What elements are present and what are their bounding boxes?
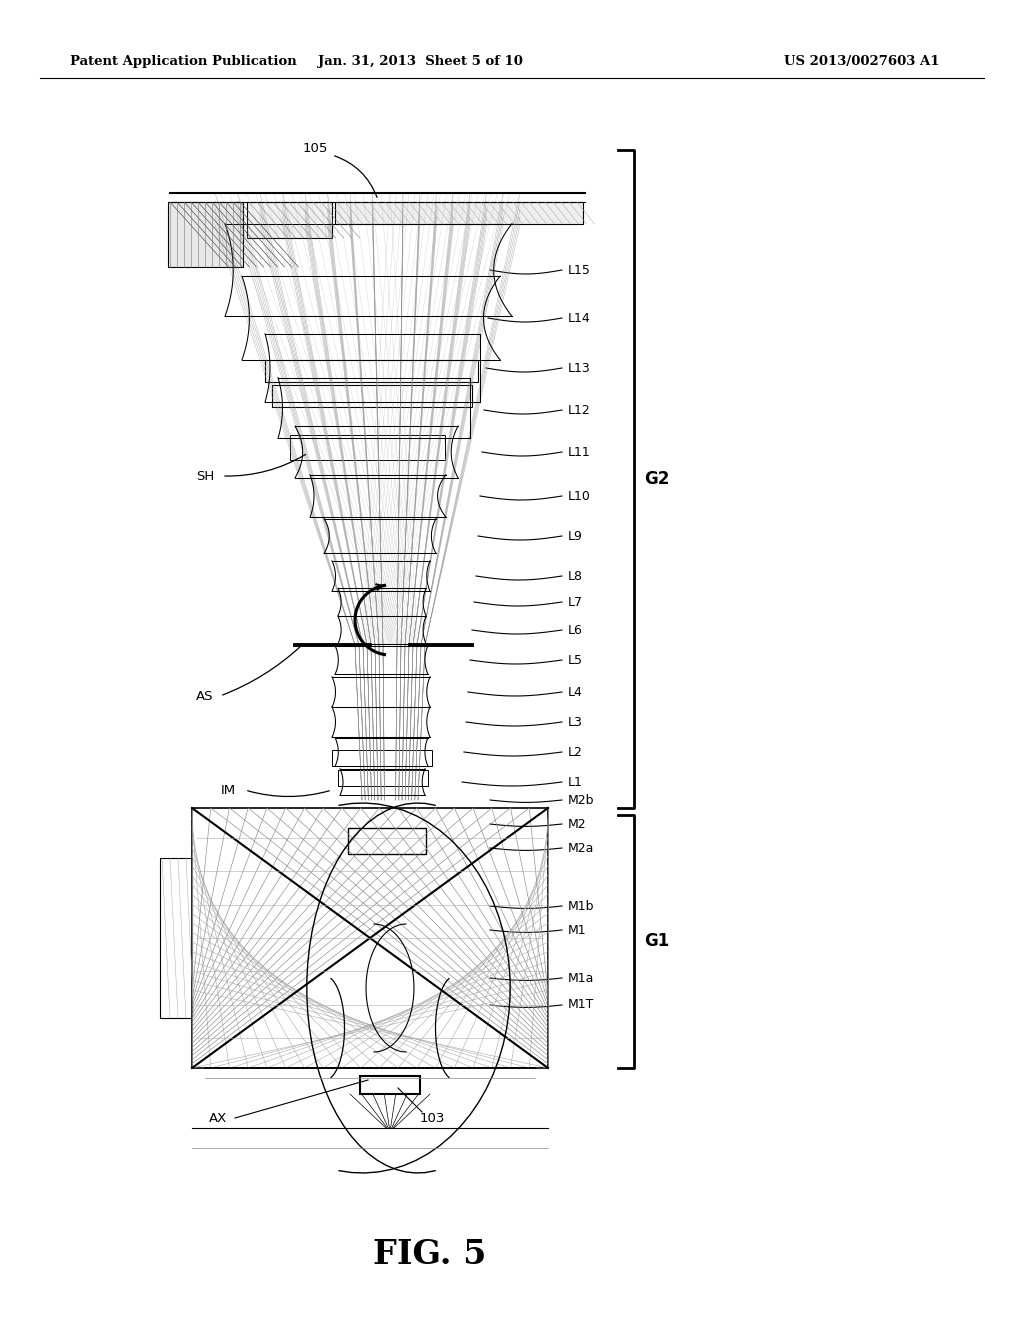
Text: 105: 105 (302, 141, 328, 154)
Text: US 2013/0027603 A1: US 2013/0027603 A1 (784, 55, 940, 69)
Text: L4: L4 (568, 685, 583, 698)
Bar (290, 436, 445, 459)
Bar (247, 202, 332, 238)
Text: FIG. 5: FIG. 5 (374, 1238, 486, 1271)
Bar (360, 1076, 420, 1094)
Text: L11: L11 (568, 446, 591, 458)
Text: L3: L3 (568, 715, 583, 729)
Text: M2: M2 (568, 817, 587, 830)
Text: L2: L2 (568, 746, 583, 759)
Bar (193, 808, 548, 1068)
Text: L13: L13 (568, 362, 591, 375)
Text: M1a: M1a (568, 972, 594, 985)
Text: M1b: M1b (568, 899, 595, 912)
Text: M1T: M1T (568, 998, 594, 1011)
Text: SH: SH (196, 470, 214, 483)
Text: L7: L7 (568, 595, 583, 609)
Text: L12: L12 (568, 404, 591, 417)
Text: 103: 103 (419, 1111, 444, 1125)
Text: IM: IM (220, 784, 236, 796)
Bar (332, 750, 432, 766)
Text: M2a: M2a (568, 842, 594, 854)
Text: AX: AX (209, 1111, 227, 1125)
Text: L14: L14 (568, 312, 591, 325)
Bar (265, 360, 478, 381)
Text: L9: L9 (568, 529, 583, 543)
Bar (160, 858, 193, 1018)
Bar (335, 202, 583, 224)
Text: Patent Application Publication: Patent Application Publication (70, 55, 297, 69)
Bar (348, 828, 426, 854)
Text: Jan. 31, 2013  Sheet 5 of 10: Jan. 31, 2013 Sheet 5 of 10 (317, 55, 522, 69)
Bar (338, 770, 428, 785)
Text: G2: G2 (644, 470, 670, 488)
Bar (272, 385, 472, 407)
Text: L15: L15 (568, 264, 591, 276)
Text: L6: L6 (568, 623, 583, 636)
Text: L1: L1 (568, 776, 583, 788)
Bar (168, 202, 243, 267)
Text: M2b: M2b (568, 793, 595, 807)
Text: G1: G1 (644, 932, 670, 950)
Text: AS: AS (197, 689, 214, 702)
Text: L10: L10 (568, 490, 591, 503)
Text: L5: L5 (568, 653, 583, 667)
Text: M1: M1 (568, 924, 587, 936)
Text: L8: L8 (568, 569, 583, 582)
